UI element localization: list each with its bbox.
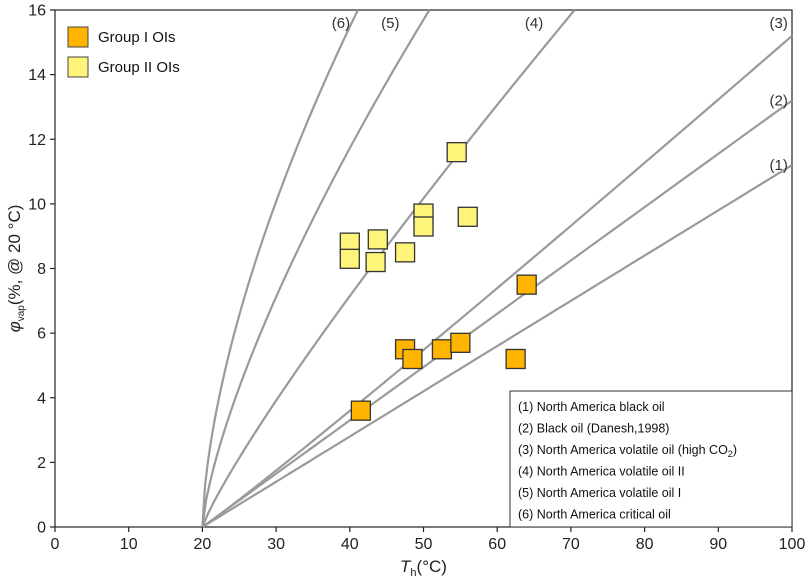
y-tick-label: 10	[28, 196, 46, 213]
x-tick-label: 60	[488, 536, 506, 553]
group-i-point	[431, 339, 453, 360]
curve-3	[201, 35, 793, 528]
x-tick-label: 80	[636, 536, 654, 553]
group-i-point	[402, 348, 423, 370]
y-tick-label: 12	[28, 132, 46, 149]
curve-key-box: (1) North America black oil (2) Black oil…	[509, 390, 793, 528]
curve-label-6: (6)	[332, 15, 350, 32]
x-tick-label: 70	[562, 536, 580, 553]
axes-layer: 0 10 20 30 40 50 60 70 80 90 100 0 2 4 6 8 10 12 14 16	[28, 3, 805, 554]
curve-label-1: (1)	[770, 157, 788, 174]
x-tick-label: 100	[779, 536, 806, 553]
legend: Group I OIs Group II OIs	[67, 26, 180, 78]
curve-key-entry-4: (4) North America volatile oil II	[518, 465, 685, 479]
points-layer	[339, 142, 537, 421]
curve-labels-layer: (1) (2) (3) (4) (5) (6)	[332, 15, 788, 174]
curve-label-2: (2)	[770, 92, 788, 109]
curve-4	[201, 9, 576, 528]
curve-key-entry-5: (5) North America volatile oil I	[518, 486, 681, 500]
legend-marker-group-ii	[67, 56, 89, 78]
x-tick-label: 10	[120, 536, 138, 553]
y-axis-symbol: φ	[5, 321, 24, 332]
group-ii-point	[394, 242, 416, 263]
y-tick-label: 0	[37, 520, 46, 537]
curve-2	[201, 99, 793, 528]
curve-key-entry-2: (2) Black oil (Danesh,1998)	[518, 422, 669, 436]
curve-label-5: (5)	[381, 15, 399, 32]
x-tick-label: 50	[415, 536, 433, 553]
y-tick-label: 16	[28, 3, 46, 20]
x-tick-label: 40	[341, 536, 359, 553]
curve-label-4: (4)	[525, 15, 543, 32]
group-i-point	[516, 274, 537, 295]
x-axis-symbol: T	[400, 557, 412, 576]
curve-6	[201, 9, 359, 528]
group-i-point	[450, 332, 471, 353]
y-axis-subscript: vap	[16, 305, 27, 322]
legend-label-group-ii: Group II OIs	[98, 59, 180, 76]
group-i-point	[505, 348, 526, 370]
x-tick-label: 20	[194, 536, 212, 553]
group-i-point	[350, 400, 372, 421]
y-tick-label: 2	[37, 455, 46, 472]
curve-key-entry-3: (3) North America volatile oil (high CO2…	[518, 443, 737, 459]
curves-layer	[201, 9, 793, 528]
curve-key-frame	[509, 390, 793, 528]
group-ii-point	[339, 248, 360, 269]
x-tick-label: 90	[709, 536, 727, 553]
y-axis-title: φvap(%, @ 20 °C)	[5, 205, 27, 333]
curve-label-3: (3)	[770, 15, 788, 32]
y-tick-label: 14	[28, 67, 46, 84]
y-tick-label: 4	[37, 390, 46, 407]
y-tick-label: 8	[37, 261, 46, 278]
curve-1	[201, 164, 793, 528]
curve-5	[201, 9, 431, 528]
y-tick-label: 6	[37, 326, 46, 343]
x-tick-label: 30	[267, 536, 285, 553]
group-ii-point	[367, 229, 388, 250]
group-ii-point	[365, 251, 386, 273]
group-ii-point	[457, 206, 478, 227]
x-axis-subscript: h	[410, 567, 416, 579]
group-ii-point	[413, 216, 434, 237]
curve-key-entry-1: (1) North America black oil	[518, 400, 665, 414]
x-tick-label: 0	[51, 536, 60, 553]
x-axis-unit: (°C)	[417, 557, 447, 576]
group-ii-point	[446, 142, 467, 163]
x-axis-title: Th(°C)	[400, 557, 447, 579]
y-axis-unit: (%, @ 20 °C)	[5, 205, 24, 306]
legend-label-group-i: Group I OIs	[98, 29, 176, 46]
curve-key-entry-6: (6) North America critical oil	[518, 508, 671, 522]
legend-marker-group-i	[67, 26, 89, 48]
